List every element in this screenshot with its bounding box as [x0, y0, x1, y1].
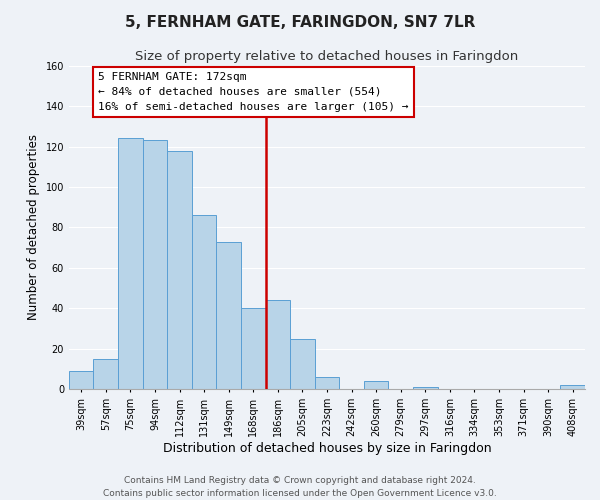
- Bar: [560, 386, 585, 390]
- Bar: [69, 371, 94, 390]
- Bar: [217, 242, 241, 390]
- Bar: [143, 140, 167, 390]
- Bar: [314, 378, 339, 390]
- Bar: [266, 300, 290, 390]
- Bar: [364, 382, 388, 390]
- Bar: [118, 138, 143, 390]
- Bar: [94, 359, 118, 390]
- Bar: [413, 388, 437, 390]
- Bar: [192, 216, 217, 390]
- Y-axis label: Number of detached properties: Number of detached properties: [27, 134, 40, 320]
- Text: Contains HM Land Registry data © Crown copyright and database right 2024.
Contai: Contains HM Land Registry data © Crown c…: [103, 476, 497, 498]
- Bar: [167, 150, 192, 390]
- X-axis label: Distribution of detached houses by size in Faringdon: Distribution of detached houses by size …: [163, 442, 491, 455]
- Text: 5 FERNHAM GATE: 172sqm
← 84% of detached houses are smaller (554)
16% of semi-de: 5 FERNHAM GATE: 172sqm ← 84% of detached…: [98, 72, 409, 112]
- Title: Size of property relative to detached houses in Faringdon: Size of property relative to detached ho…: [136, 50, 518, 63]
- Bar: [290, 339, 314, 390]
- Text: 5, FERNHAM GATE, FARINGDON, SN7 7LR: 5, FERNHAM GATE, FARINGDON, SN7 7LR: [125, 15, 475, 30]
- Bar: [241, 308, 266, 390]
